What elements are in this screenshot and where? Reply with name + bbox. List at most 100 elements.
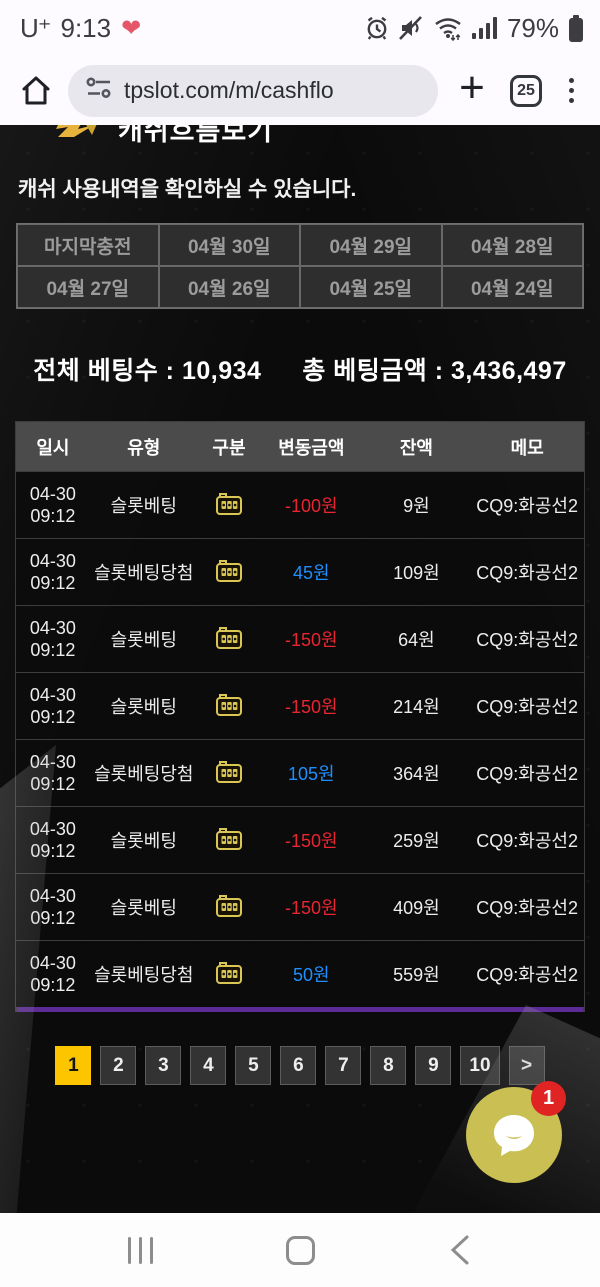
tab-switcher-button[interactable]: 25 [510,74,542,107]
table-row: 04-30 09:12 슬롯베팅 -100원 9원 CQ9:화공선2 [16,471,584,538]
table-bottom-accent [16,1007,584,1012]
table-header-cell: 일시 [36,437,70,458]
cell-datetime: 04-30 09:12 [29,818,76,862]
cell-balance: 64원 [398,630,435,650]
cell-datetime: 04-30 09:12 [29,684,76,728]
table-header-cell: 메모 [510,437,544,458]
mute-icon [398,15,424,41]
page-button[interactable]: 5 [235,1046,272,1085]
cell-memo: CQ9:화공선2 [476,697,578,717]
date-filter-button[interactable]: 마지막충전 [17,224,159,266]
cell-change-amount: -150원 [285,697,338,717]
battery-icon [568,14,584,42]
cell-balance: 364원 [393,764,440,784]
recent-apps-icon [127,1236,153,1264]
cell-balance: 259원 [393,831,440,851]
chat-support-button[interactable]: 1 [466,1081,566,1183]
cell-memo: CQ9:화공선2 [476,496,578,516]
url-text: tpslot.com/m/cashflo [124,77,334,103]
slot-machine-icon [198,490,260,520]
page-button[interactable]: 10 [460,1046,500,1085]
cell-datetime: 04-30 09:12 [29,885,76,929]
date-filter-button[interactable]: 04월 24일 [441,266,583,308]
slot-machine-icon [198,758,260,788]
page-button[interactable]: > [508,1046,545,1085]
cell-memo: CQ9:화공선2 [476,831,578,851]
signal-strength-icon [471,16,498,40]
battery-percent-label: 79% [506,12,559,43]
date-filter-button[interactable]: 04월 25일 [300,266,442,308]
cell-memo: CQ9:화공선2 [476,965,578,985]
cell-memo: CQ9:화공선2 [476,898,578,918]
site-logo-icon [54,125,106,146]
back-button[interactable] [420,1234,500,1266]
cell-datetime: 04-30 09:12 [29,483,76,527]
cell-change-amount: 50원 [293,965,330,985]
date-filter-button[interactable]: 04월 29일 [300,224,442,266]
table-row: 04-30 09:12 슬롯베팅 -150원 214원 CQ9:화공선2 [16,672,584,739]
cell-change-amount: -150원 [285,831,338,851]
clock-label: 9:13 [60,12,112,43]
date-filter-button[interactable]: 04월 26일 [158,266,300,308]
page-button[interactable]: 8 [370,1046,407,1085]
slot-machine-icon [198,959,260,989]
table-row: 04-30 09:12 슬롯베팅당첨 45원 109원 CQ9:화공선2 [16,538,584,605]
cell-balance: 409원 [393,898,440,918]
cell-bet-type: 슬롯베팅당첨 [94,764,194,784]
url-bar[interactable]: tpslot.com/m/cashflo [68,64,438,117]
site-header: 캐쉬흐름보기 [0,125,600,157]
date-filter-button[interactable]: 04월 27일 [17,266,159,308]
slot-machine-icon [198,557,260,587]
cell-bet-type: 슬롯베팅 [110,898,177,918]
page-button[interactable]: 3 [145,1046,182,1085]
home-icon [285,1235,315,1265]
total-bets-value: 10,934 [181,357,262,385]
wifi-icon [433,15,463,42]
cell-balance: 559원 [393,965,440,985]
cell-balance: 9원 [403,496,430,516]
page-button[interactable]: 9 [415,1046,452,1085]
page-button[interactable]: 2 [100,1046,137,1085]
cell-change-amount: -150원 [285,630,338,650]
cell-memo: CQ9:화공선2 [476,764,578,784]
date-filter-button[interactable]: 04월 30일 [158,224,300,266]
page-button[interactable]: 4 [190,1046,227,1085]
cell-datetime: 04-30 09:12 [29,617,76,661]
browser-menu-button[interactable] [556,74,586,107]
table-header-cell: 구분 [212,437,246,458]
new-tab-button[interactable]: + [459,62,485,112]
cell-memo: CQ9:화공선2 [476,630,578,650]
page-description: 캐쉬 사용내역을 확인하실 수 있습니다. [18,178,357,201]
table-row: 04-30 09:12 슬롯베팅 -150원 409원 CQ9:화공선2 [16,873,584,940]
pagination: 1 2 3 4 5 6 7 8 9 10 > [0,1046,600,1085]
cell-change-amount: -150원 [285,898,338,918]
cell-datetime: 04-30 09:12 [29,952,76,996]
page-button[interactable]: 6 [280,1046,317,1085]
cell-datetime: 04-30 09:12 [29,751,76,795]
android-nav-bar [0,1213,600,1287]
recent-apps-button[interactable] [100,1236,180,1264]
cell-change-amount: -100원 [285,496,338,516]
date-filter-button[interactable]: 04월 28일 [441,224,583,266]
page-button[interactable]: 1 [55,1046,92,1085]
home-button[interactable] [260,1235,340,1265]
browser-home-button[interactable] [14,73,58,109]
betting-summary: 전체 베팅수 : 10,934 총 베팅금액 : 3,436,497 [33,357,567,385]
page-button[interactable]: 7 [325,1046,362,1085]
cell-balance: 214원 [393,697,440,717]
table-row: 04-30 09:12 슬롯베팅당첨 105원 364원 CQ9:화공선2 [16,739,584,806]
table-header-cell: 유형 [127,437,161,458]
table-row: 04-30 09:12 슬롯베팅당첨 50원 559원 CQ9:화공선2 [16,940,584,1007]
cell-change-amount: 105원 [288,764,335,784]
total-amount-value: 3,436,497 [451,357,567,385]
cell-bet-type: 슬롯베팅 [110,630,177,650]
heart-notification-icon: ❤ [121,14,142,42]
site-settings-icon[interactable] [86,77,112,104]
date-filter-grid: 마지막충전 04월 30일 04월 29일 04월 28일 04월 27일 04… [16,223,584,309]
table-row: 04-30 09:12 슬롯베팅 -150원 64원 CQ9:화공선2 [16,605,584,672]
slot-machine-icon [198,892,260,922]
cash-history-table: 일시 유형 구분 변동금액 잔액 메모 04-30 09:12 [15,421,585,1012]
slot-machine-icon [198,825,260,855]
cell-change-amount: 45원 [293,563,330,583]
